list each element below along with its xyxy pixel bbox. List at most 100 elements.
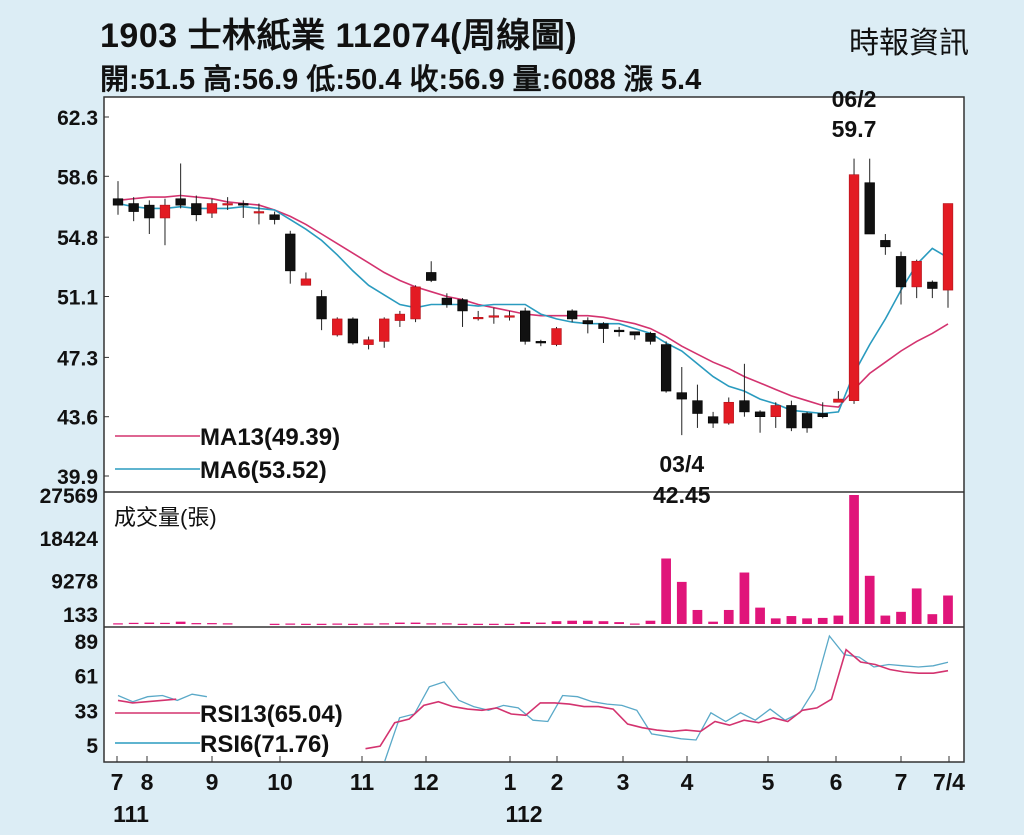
x-tick-month: 7 [895, 769, 908, 795]
x-tick-month: 12 [413, 769, 439, 795]
volume-y-tick: 133 [63, 604, 98, 627]
rsi-y-tick: 89 [75, 631, 98, 654]
candle-body [488, 315, 500, 318]
rsi-legend-label: RSI13(65.04) [200, 701, 343, 728]
volume-bar [864, 575, 875, 624]
candle-body [770, 405, 781, 418]
x-tick-year: 112 [505, 801, 542, 827]
candle-body [159, 204, 171, 219]
candle-body [253, 211, 265, 214]
x-tick-month: 10 [267, 769, 293, 795]
candle-body [895, 256, 907, 288]
x-tick-month: 7/4 [933, 769, 965, 795]
x-tick-month: 6 [830, 769, 843, 795]
volume-bar [833, 615, 844, 624]
volume-bar [144, 622, 155, 624]
annotation-value: 59.7 [832, 116, 877, 142]
volume-bar [504, 623, 515, 625]
volume-bar [943, 595, 953, 624]
volume-bar [551, 621, 562, 624]
candle-body [582, 320, 593, 325]
volume-bar [520, 622, 531, 624]
volume-bar [379, 623, 390, 625]
candle-body [363, 339, 374, 345]
price-y-tick: 54.8 [57, 227, 98, 250]
candle-body [723, 401, 734, 424]
candle-body [833, 398, 844, 403]
candle-body [316, 296, 327, 320]
volume-bar [363, 623, 374, 625]
candle-body [692, 400, 703, 414]
volume-y-tick: 27569 [40, 485, 98, 508]
volume-bar [269, 623, 280, 625]
x-tick-month: 3 [617, 769, 630, 795]
volume-bar [535, 622, 546, 624]
candle-body [238, 203, 249, 206]
volume-bar [175, 621, 186, 624]
price-y-tick: 43.6 [57, 407, 98, 430]
volume-bar [645, 620, 656, 624]
volume-bar [614, 622, 624, 624]
candle-body [441, 297, 453, 305]
volume-bar [332, 623, 343, 625]
rsi-y-tick: 61 [75, 666, 99, 689]
volume-bar [708, 621, 718, 624]
volume-bar [692, 609, 703, 624]
volume-bar [222, 623, 233, 625]
candle-body [222, 203, 233, 206]
volume-bar [442, 623, 452, 625]
candle-body [473, 317, 484, 320]
candle-body [598, 323, 609, 329]
volume-bar [473, 623, 484, 625]
candle-body [848, 174, 860, 401]
x-tick-month: 9 [206, 769, 219, 795]
volume-bar [770, 618, 781, 624]
candle-body [739, 400, 750, 413]
candle-body [394, 313, 406, 321]
candle-body [112, 198, 124, 206]
volume-bar [896, 611, 906, 624]
volume-bar [629, 623, 640, 625]
rsi-y-tick: 33 [75, 700, 98, 723]
volume-bar [316, 623, 327, 625]
price-y-tick: 58.6 [57, 166, 98, 189]
candle-body [880, 240, 891, 248]
price-y-tick: 51.1 [57, 287, 98, 310]
volume-bar [911, 588, 922, 624]
annotation-date: 03/4 [659, 451, 704, 477]
x-tick-month: 2 [551, 769, 564, 795]
candle-body [660, 344, 672, 392]
volume-bar [849, 495, 859, 624]
candle-body [128, 203, 139, 212]
volume-bar [457, 623, 468, 625]
volume-bar [410, 622, 421, 624]
candle-body [379, 318, 390, 342]
ma6-line [117, 202, 949, 415]
volume-bar [301, 623, 311, 625]
candle-body [535, 341, 546, 344]
legend-label: MA6(53.52) [200, 457, 327, 484]
volume-bar [661, 558, 671, 624]
candle-body [191, 203, 202, 216]
candle-body [285, 233, 296, 272]
candle-body [566, 310, 578, 320]
x-tick-month: 1 [504, 769, 517, 795]
candle-body [300, 278, 312, 286]
x-tick-year: 111 [113, 801, 149, 827]
candle-body [175, 198, 186, 206]
volume-bar [817, 617, 828, 624]
volume-bar [755, 607, 765, 624]
volume-bar [802, 618, 812, 624]
x-tick-month: 7 [111, 769, 124, 795]
volume-bar [426, 623, 437, 625]
legend-label: MA13(49.39) [200, 424, 340, 451]
chart-title: 1903 士林紙業 112074(周線圖) [100, 17, 578, 55]
volume-bar [880, 615, 891, 624]
volume-bar [113, 623, 123, 625]
volume-bar [191, 623, 202, 625]
source-label: 時報資訊 [849, 27, 969, 60]
candle-body [942, 203, 954, 291]
ohlc-summary: 開:51.5 高:56.9 低:50.4 收:56.9 量:6088 漲 5.4 [100, 64, 702, 96]
volume-bar [582, 620, 593, 624]
x-tick-month: 4 [681, 769, 694, 795]
